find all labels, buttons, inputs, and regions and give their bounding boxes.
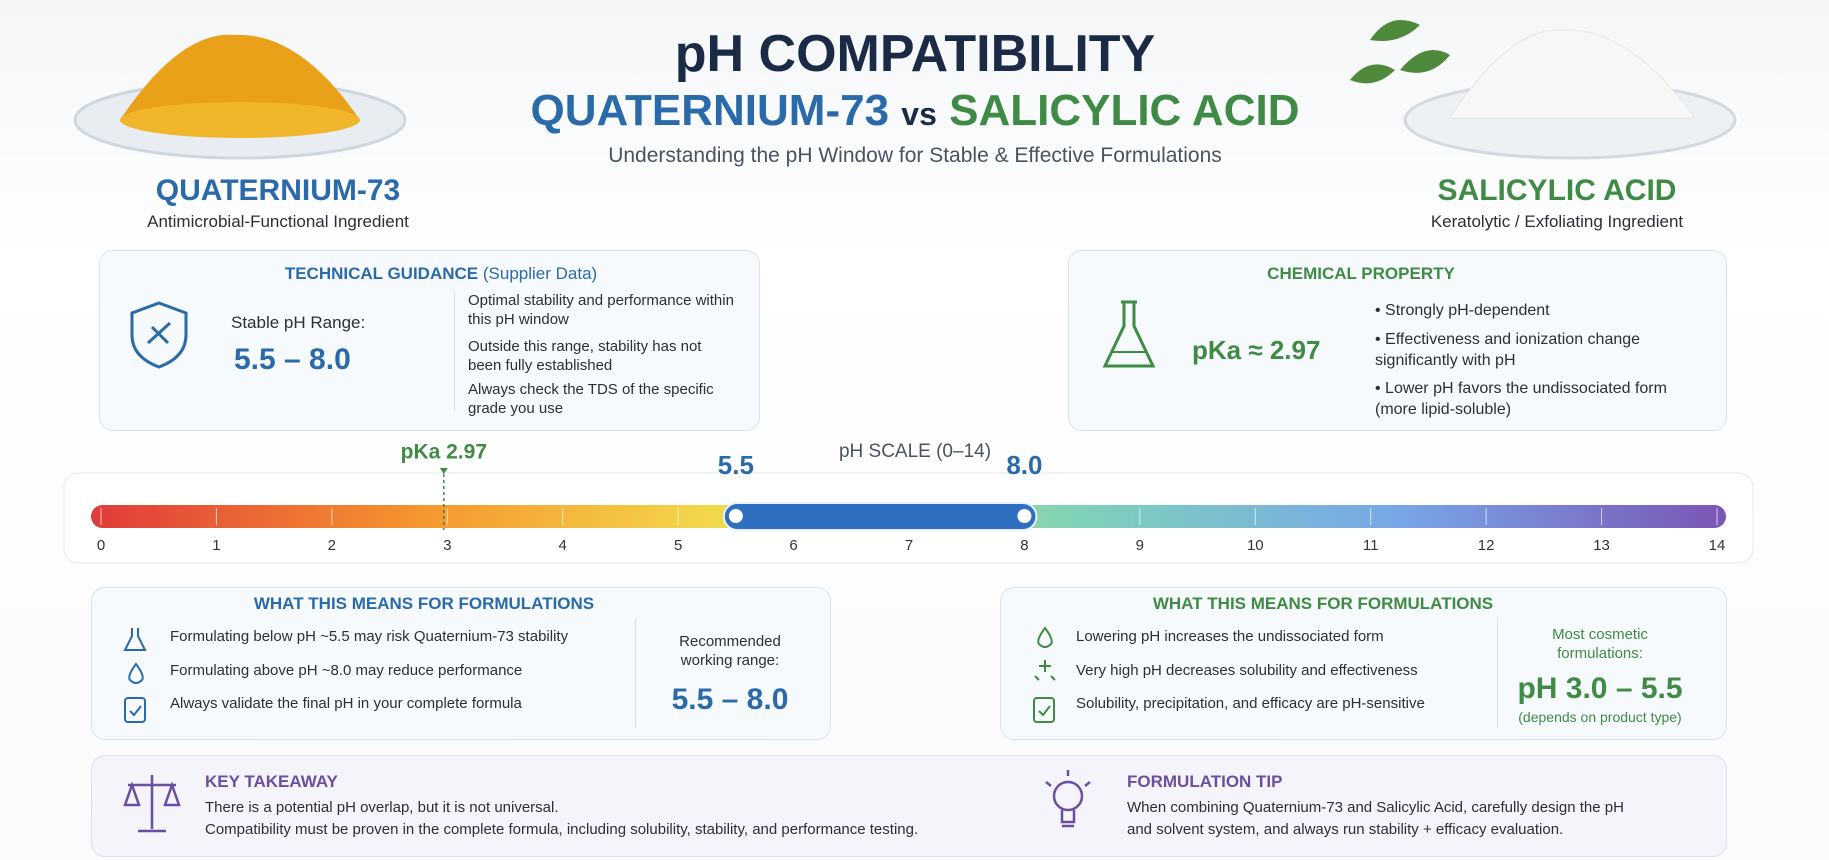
item: Always validate the final pH in your com… xyxy=(170,695,522,712)
formulations-card: WHAT THIS MEANS FOR FORMULATIONS Formula… xyxy=(91,587,831,740)
range-note: (depends on product type) xyxy=(1518,709,1682,725)
card-title: WHAT THIS MEANS FOR FORMULATIONS xyxy=(253,594,595,613)
scale-icon xyxy=(123,775,181,833)
left-name: QUATERNIUM-73 xyxy=(530,86,890,135)
item: Lowering pH increases the undissociated … xyxy=(1076,628,1384,645)
tick-label: 1 xyxy=(212,537,220,554)
item: Very high pH decreases solubility and ef… xyxy=(1076,662,1418,679)
recommended-range: 5.5 – 8.0 xyxy=(671,683,789,716)
card-title: TECHNICAL GUIDANCE (Supplier Data) xyxy=(285,264,597,284)
tip-line: and solvent system, and always run stabi… xyxy=(1127,821,1564,838)
technical-guidance-card: TECHNICAL GUIDANCE (Supplier Data) Stabl… xyxy=(99,250,760,431)
range-label: 8.0 xyxy=(1006,450,1042,480)
bullet: • Effectiveness and ionization change si… xyxy=(1375,331,1641,369)
range-value: 5.5 – 8.0 xyxy=(234,343,351,376)
bullet: Outside this range, stability has not be… xyxy=(468,338,702,374)
tick-label: 2 xyxy=(328,537,336,554)
pka-value: pKa ≈ 2.97 xyxy=(1192,335,1321,365)
stable-range xyxy=(722,502,1038,531)
tick-label: 13 xyxy=(1593,537,1610,554)
takeaway-card: KEY TAKEAWAY There is a potential pH ove… xyxy=(91,755,1727,857)
pka-label: pKa 2.97 xyxy=(401,441,487,464)
tick-label: 0 xyxy=(97,537,105,554)
bulb-icon xyxy=(1045,770,1091,828)
ph-scale: pH SCALE (0–14) 0 1 2 3 4 5 6 7 8 9 10 11 12 13 145.5 8… xyxy=(63,441,1754,564)
title: pH COMPATIBILITY xyxy=(674,25,1156,83)
range-handle xyxy=(1015,507,1034,525)
shield-icon xyxy=(130,301,188,369)
formulations-card: WHAT THIS MEANS FOR FORMULATIONS Lowerin… xyxy=(1000,587,1727,740)
range-label: 5.5 xyxy=(718,450,754,480)
takeaway-title: KEY TAKEAWAY xyxy=(205,772,338,791)
tip-line: When combining Quaternium-73 and Salicyl… xyxy=(1127,799,1624,816)
orange-powder-image xyxy=(73,34,407,160)
item-icons xyxy=(123,628,147,723)
card-title: CHEMICAL PROPERTY xyxy=(1267,264,1455,283)
bullet-text: Lower pH favors the undissociated form (… xyxy=(1375,380,1667,418)
item-icons xyxy=(1033,626,1056,723)
tick-label: 11 xyxy=(1363,537,1379,554)
recommended-label: Recommended working range: xyxy=(679,633,781,669)
flask-icon xyxy=(1102,300,1156,368)
bullet: Always check the TDS of the specific gra… xyxy=(468,381,714,417)
card-title-main: TECHNICAL GUIDANCE xyxy=(284,264,479,283)
scale-title: pH SCALE (0–14) xyxy=(839,441,991,462)
tick-label: 3 xyxy=(443,537,451,554)
range-label: Stable pH Range: xyxy=(231,313,366,332)
tick-label: 8 xyxy=(1020,537,1028,554)
tick-label: 12 xyxy=(1478,537,1495,554)
bullet: Optimal stability and performance within… xyxy=(468,292,734,328)
takeaway-line: There is a potential pH overlap, but it … xyxy=(205,799,559,816)
ingredient-description: Antimicrobial-Functional Ingredient xyxy=(147,212,409,231)
tick-label: 10 xyxy=(1247,537,1264,554)
pka-arrow xyxy=(439,468,448,474)
tick-label: 7 xyxy=(905,537,913,554)
card-title-note: (Supplier Data) xyxy=(482,264,598,283)
ingredient-name: SALICYLIC ACID xyxy=(1437,174,1677,207)
white-powder-image xyxy=(1350,20,1737,160)
chemical-property-card: CHEMICAL PROPERTY pKa ≈ 2.97 • Strongly … xyxy=(1068,250,1727,431)
vs: vs xyxy=(901,96,937,132)
range-handle xyxy=(726,507,745,525)
bullet: • Strongly pH-dependent xyxy=(1375,302,1550,319)
ingredient-description: Keratolytic / Exfoliating Ingredient xyxy=(1430,212,1684,231)
tick-label: 5 xyxy=(674,537,682,554)
item: Formulating below pH ~5.5 may risk Quate… xyxy=(170,628,569,645)
subtitle: Understanding the pH Window for Stable &… xyxy=(608,144,1222,167)
bullet-text: Effectiveness and ionization change sign… xyxy=(1375,331,1641,369)
tip-title: FORMULATION TIP xyxy=(1127,772,1283,791)
item: Solubility, precipitation, and efficacy … xyxy=(1076,695,1425,712)
right-name: SALICYLIC ACID xyxy=(949,86,1300,135)
card-title: WHAT THIS MEANS FOR FORMULATIONS xyxy=(1152,594,1494,613)
tick-label: 6 xyxy=(789,537,797,554)
note: Most cosmetic formulations: xyxy=(1552,626,1648,662)
tick-label: 4 xyxy=(559,537,567,554)
tick-label: 9 xyxy=(1136,537,1144,554)
comparison: QUATERNIUM-73 vs SALICYLIC ACID xyxy=(531,86,1300,136)
item: Formulating above pH ~8.0 may reduce per… xyxy=(170,662,523,679)
range: pH 3.0 – 5.5 xyxy=(1517,672,1683,705)
bullet-text: Strongly pH-dependent xyxy=(1385,302,1550,319)
takeaway-line: Compatibility must be proven in the comp… xyxy=(205,821,919,838)
bullet: • Lower pH favors the undissociated form… xyxy=(1375,380,1667,418)
ingredient-name: QUATERNIUM-73 xyxy=(155,174,401,207)
tick-label: 14 xyxy=(1709,537,1726,554)
